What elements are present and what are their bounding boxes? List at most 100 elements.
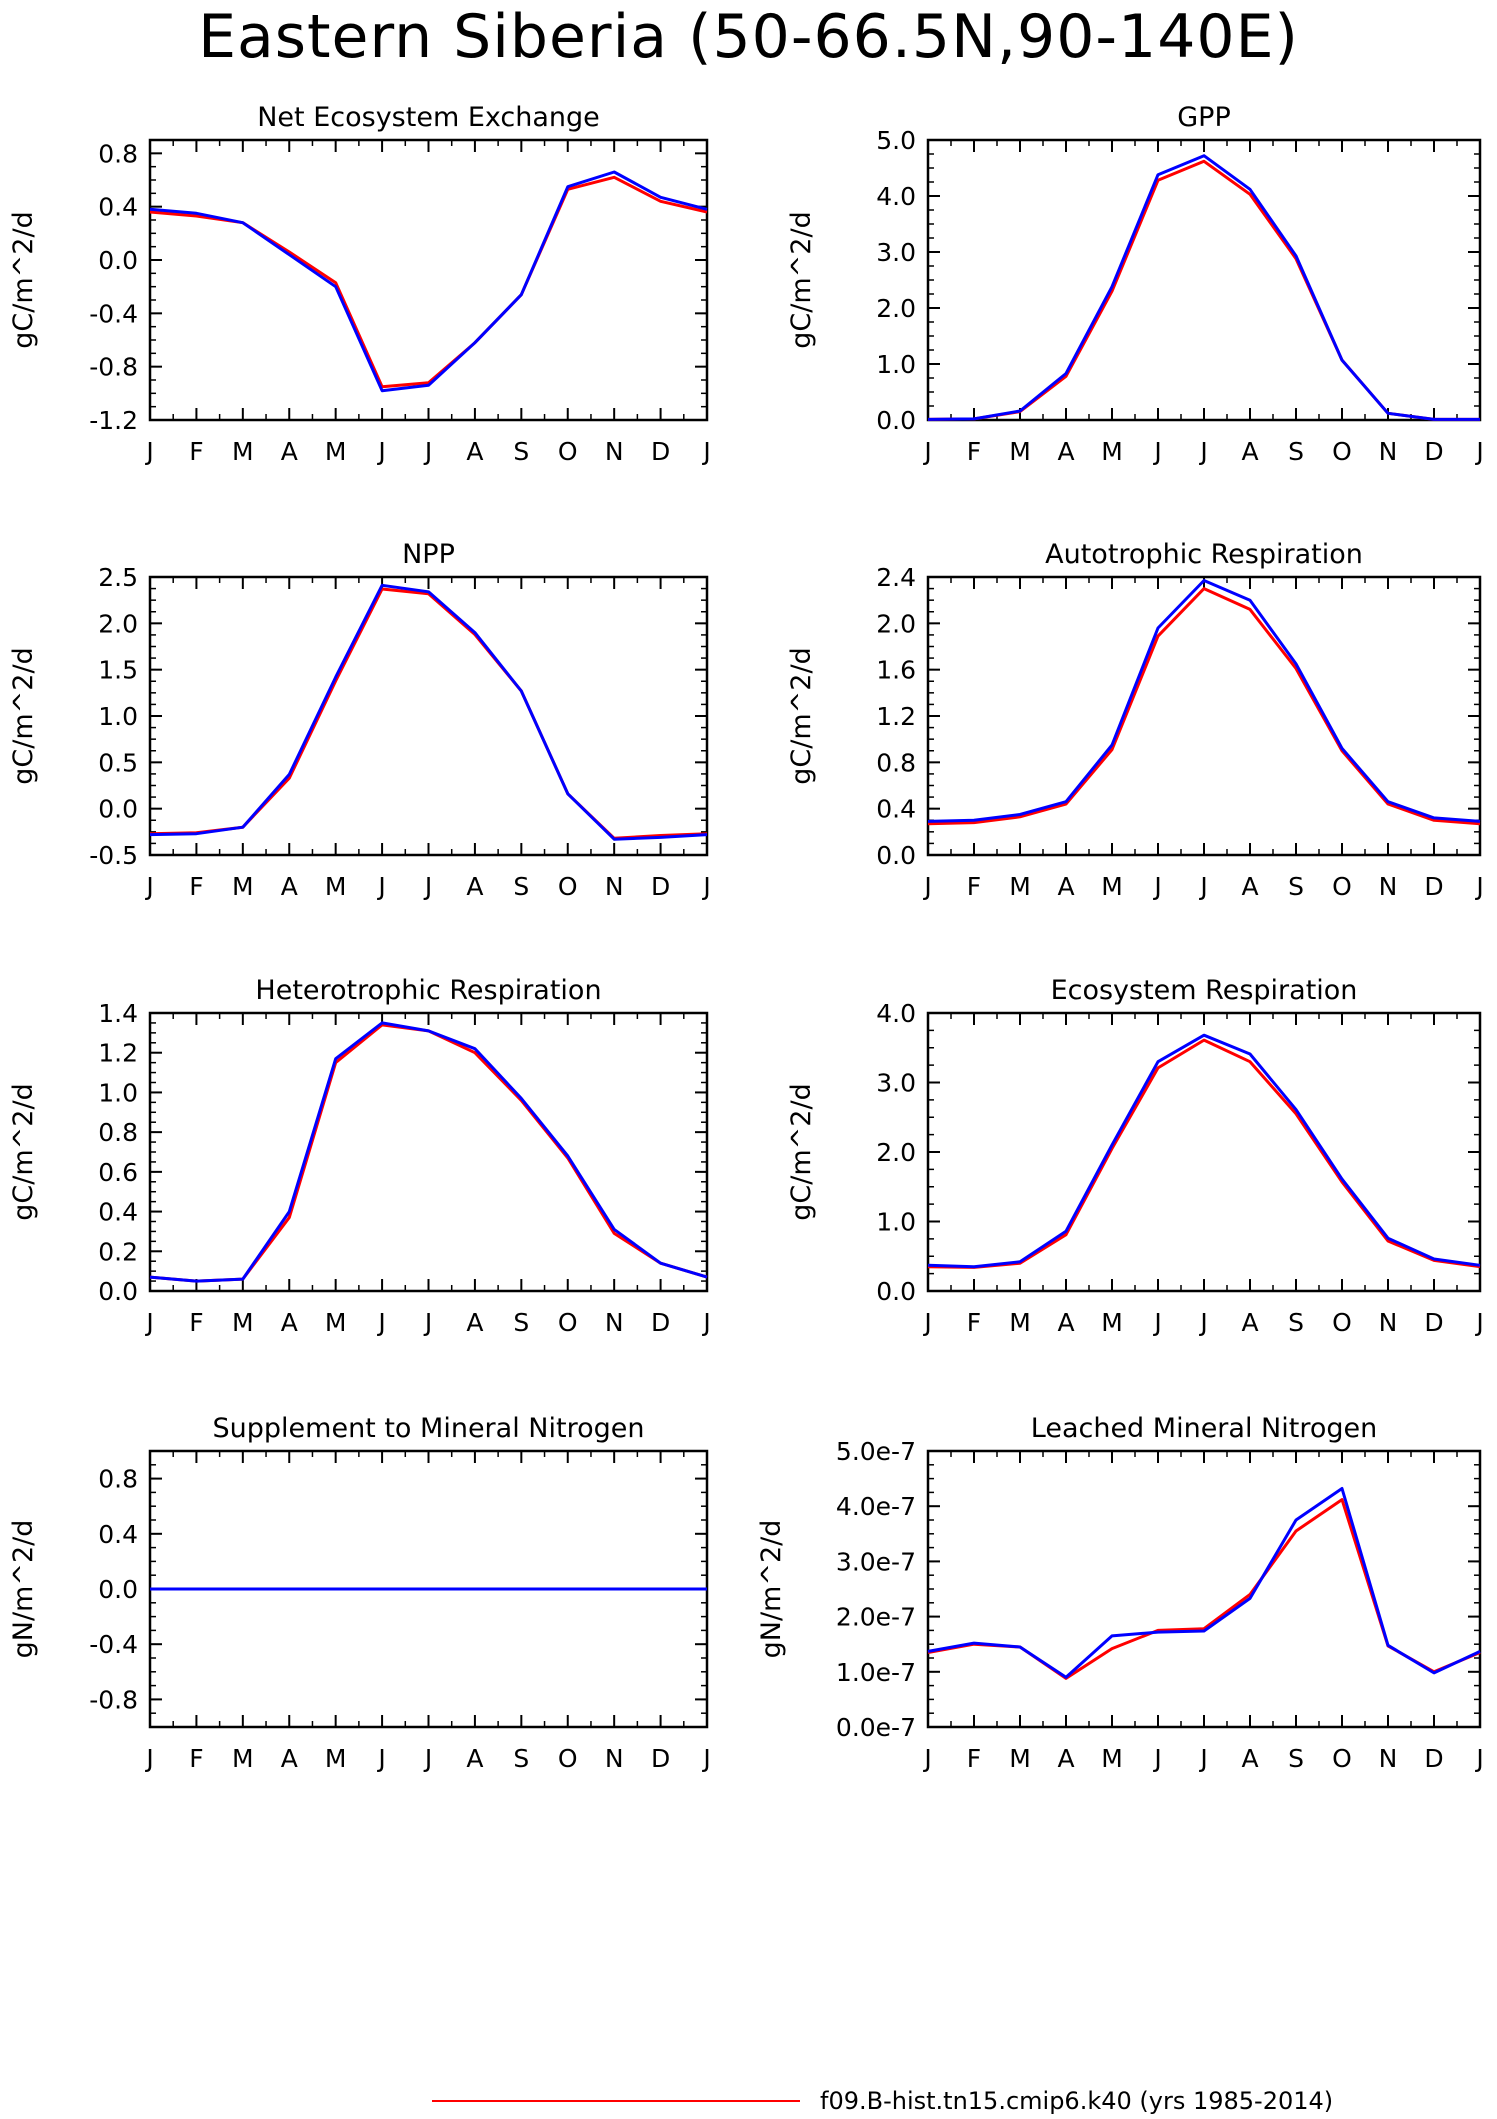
panel-title: Ecosystem Respiration xyxy=(1051,975,1358,1006)
y-tick-label: 3.0e-7 xyxy=(836,1547,916,1576)
y-tick-label: 0.4 xyxy=(98,193,138,222)
x-tick-label: N xyxy=(1379,437,1398,466)
y-tick-label: 3.0 xyxy=(876,1069,916,1098)
x-tick-label: N xyxy=(605,1308,624,1337)
x-tick-label: A xyxy=(1057,1744,1074,1773)
y-tick-label: 0.0 xyxy=(98,246,138,275)
x-tick-label: D xyxy=(651,437,670,466)
x-tick-label: S xyxy=(513,1744,529,1773)
panel-leached-mineral-nitrogen: J F M A M J J A S O N D J0.0e-71.0e-72.0e-73.0e-74.0… xyxy=(756,1413,1484,1773)
x-tick-label: M xyxy=(1101,872,1123,901)
y-tick-label: 2.0 xyxy=(876,294,916,323)
x-tick-label: F xyxy=(189,1308,203,1337)
y-tick-label: -0.4 xyxy=(89,1630,138,1659)
x-tick-label: M xyxy=(1009,437,1031,466)
y-tick-label: 1.0e-7 xyxy=(836,1658,916,1687)
panel-gpp: J F M A M J J A S O N D J0.01.02.03.04.05.0GPPgC/m^2… xyxy=(786,102,1484,466)
x-tick-label: A xyxy=(1241,1308,1258,1337)
x-tick-label: M xyxy=(325,437,347,466)
panel-title: GPP xyxy=(1177,102,1231,133)
x-tick-label: J xyxy=(1152,1308,1161,1337)
x-tick-label: D xyxy=(1424,1308,1443,1337)
series-line-red xyxy=(149,1023,708,1283)
x-tick-label: J xyxy=(1198,1744,1207,1773)
x-tick-label: F xyxy=(189,437,203,466)
x-tick-label: J xyxy=(701,1744,710,1773)
series-line-red xyxy=(149,175,708,389)
x-tick-label: S xyxy=(513,437,529,466)
x-tick-label: O xyxy=(1332,437,1352,466)
x-tick-label: N xyxy=(1379,1744,1398,1773)
x-tick-label: M xyxy=(325,1308,347,1337)
y-tick-label: 0.0e-7 xyxy=(836,1713,916,1742)
x-tick-label: J xyxy=(144,872,153,901)
y-tick-label: 0.6 xyxy=(98,1158,138,1187)
y-tick-label: 5.0e-7 xyxy=(836,1437,916,1466)
y-tick-label: 1.0 xyxy=(98,1078,138,1107)
y-tick-label: 5.0 xyxy=(876,126,916,155)
x-tick-label: A xyxy=(466,1744,483,1773)
y-tick-label: 1.0 xyxy=(876,1208,916,1237)
y-tick-label: 0.8 xyxy=(98,1118,138,1147)
x-tick-label: J xyxy=(144,437,153,466)
x-tick-label: M xyxy=(232,437,254,466)
y-tick-label: 2.0 xyxy=(876,1138,916,1167)
x-tick-label: A xyxy=(1241,437,1258,466)
x-tick-label: M xyxy=(325,872,347,901)
y-axis-label: gN/m^2/d xyxy=(8,1520,39,1659)
x-tick-label: N xyxy=(605,872,624,901)
x-tick-label: A xyxy=(281,437,298,466)
plot-frame xyxy=(148,575,709,857)
y-tick-label: -0.8 xyxy=(89,353,138,382)
y-tick-label: 0.0 xyxy=(98,795,138,824)
y-tick-label: 1.2 xyxy=(876,702,916,731)
x-tick-label: A xyxy=(1057,872,1074,901)
y-tick-label: 0.0 xyxy=(876,1277,916,1306)
x-tick-label: J xyxy=(1198,1308,1207,1337)
x-tick-label: J xyxy=(1152,1744,1161,1773)
series-line-blue xyxy=(927,1487,1481,1679)
x-tick-label: F xyxy=(967,437,981,466)
y-tick-label: 1.6 xyxy=(876,656,916,685)
panel-autotrophic-respiration: J F M A M J J A S O N D J0.00.40.81.21.62.02.4Autotr… xyxy=(786,539,1484,901)
x-tick-label: J xyxy=(1474,1744,1483,1773)
x-tick-label: J xyxy=(922,437,931,466)
plot-frame xyxy=(148,1011,709,1293)
x-tick-label: D xyxy=(1424,1744,1443,1773)
plot-frame xyxy=(926,1449,1482,1729)
x-tick-label: S xyxy=(1288,872,1304,901)
x-tick-label: M xyxy=(1009,1744,1031,1773)
x-tick-label: N xyxy=(1379,872,1398,901)
x-tick-label: A xyxy=(1057,437,1074,466)
x-tick-label: A xyxy=(466,872,483,901)
x-tick-label: S xyxy=(513,872,529,901)
x-tick-label: F xyxy=(189,872,203,901)
x-tick-label: S xyxy=(1288,437,1304,466)
y-tick-label: 0.2 xyxy=(98,1237,138,1266)
x-tick-label: J xyxy=(144,1744,153,1773)
y-tick-label: 1.0 xyxy=(98,702,138,731)
x-tick-label: O xyxy=(558,437,578,466)
y-tick-label: 1.0 xyxy=(876,350,916,379)
x-tick-label: M xyxy=(232,872,254,901)
x-tick-label: D xyxy=(651,1744,670,1773)
panel-title: Supplement to Mineral Nitrogen xyxy=(213,1413,645,1444)
x-tick-label: O xyxy=(1332,1744,1352,1773)
x-tick-label: A xyxy=(466,437,483,466)
y-tick-label: 3.0 xyxy=(876,238,916,267)
panel-title: Autotrophic Respiration xyxy=(1045,539,1363,570)
x-tick-label: S xyxy=(1288,1308,1304,1337)
x-tick-label: M xyxy=(1009,1308,1031,1337)
x-tick-label: S xyxy=(1288,1744,1304,1773)
series-line-blue xyxy=(149,1021,708,1283)
y-tick-label: 0.4 xyxy=(876,795,916,824)
panel-title: Heterotrophic Respiration xyxy=(255,975,601,1006)
x-tick-label: O xyxy=(1332,1308,1352,1337)
x-tick-label: N xyxy=(1379,1308,1398,1337)
x-tick-label: J xyxy=(1152,437,1161,466)
y-tick-label: 0.8 xyxy=(876,748,916,777)
y-tick-label: 0.4 xyxy=(98,1198,138,1227)
x-tick-label: J xyxy=(1198,872,1207,901)
